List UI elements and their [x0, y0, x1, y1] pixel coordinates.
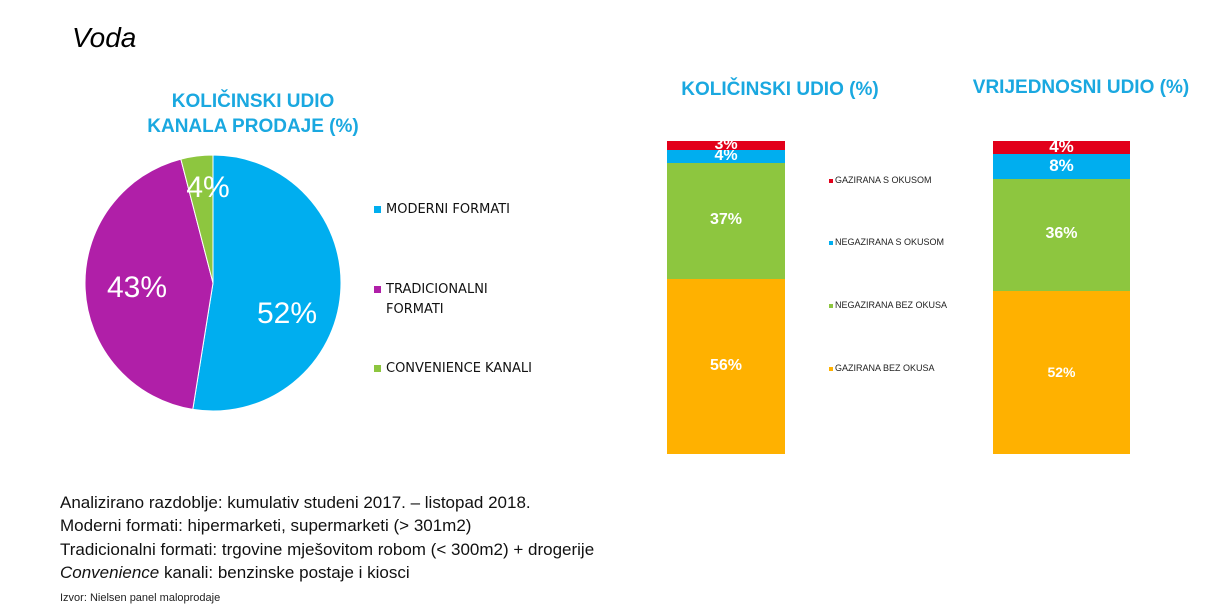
bar-1-segment-4: 3% [667, 136, 785, 153]
bar-2-segment-2: 36% [993, 178, 1130, 292]
pie-legend-line: TRADICIONALNI [386, 282, 488, 297]
bar-2-segment-1: 52% [993, 291, 1130, 454]
page-title: Voda [72, 22, 137, 53]
pie-legend-line: MODERNI FORMATI [386, 202, 511, 217]
bar-chart-2-title: VRIJEDNOSNI UDIO (%) [972, 77, 1190, 98]
pie-title-line-1: KOLIČINSKI UDIO [171, 91, 335, 112]
stacked-bar-2: 52% 36% 8% 4% [993, 137, 1130, 454]
note-traditional: Tradicionalni formati: trgovine mješovit… [60, 540, 595, 559]
bar-chart-1-title: KOLIČINSKI UDIO (%) [681, 79, 879, 100]
note-convenience: Convenience kanali: benzinske postaje i … [60, 563, 410, 583]
bar-legend-swatch-4 [829, 367, 833, 371]
bar-2-data-label-3: 8% [1049, 155, 1074, 175]
note-convenience-rest: kanali: benzinske postaje i kiosci [159, 563, 410, 582]
bar-2-data-label-2: 36% [1045, 225, 1078, 243]
pie-legend-swatch-2 [374, 286, 381, 293]
pie-chart-title: KOLIČINSKI UDIO KANALA PRODAJE (%) [112, 89, 394, 139]
note-period: Analizirano razdoblje: kumulativ studeni… [60, 493, 531, 512]
bar-legend-label-3: NEGAZIRANA BEZ OKUSA [835, 300, 948, 310]
bar-2-segment-4: 4% [993, 137, 1130, 156]
pie-data-label-2: 43% [107, 271, 167, 304]
bar-1-data-label-3: 4% [714, 147, 738, 165]
pie-legend-label-3: CONVENIENCE KANALI [386, 359, 532, 379]
pie-legend-label-1: MODERNI FORMATI [386, 200, 510, 220]
note-convenience-italic: Convenience [60, 563, 160, 582]
bar-legend-label-4: GAZIRANA BEZ OKUSA [835, 363, 935, 373]
pie-slice-3 [180, 154, 214, 284]
pie-data-label-3: 4% [186, 171, 229, 204]
bar-2-data-label-1: 52% [1047, 364, 1076, 381]
source-note: Izvor: Nielsen panel maloprodaje [60, 592, 221, 604]
stacked-bar-1: 56% 37% 4% 3% [667, 136, 785, 454]
pie-slice-2 [84, 158, 214, 410]
bar-legend-label-1: GAZIRANA S OKUSOM [835, 175, 932, 185]
bar-1-data-label-1: 56% [709, 356, 743, 374]
pie-slice-1 [192, 154, 342, 412]
pie-legend-line: FORMATI [386, 302, 444, 317]
bar-2-segment-3: 8% [993, 153, 1130, 179]
pie-legend-line: CONVENIENCE KANALI [386, 361, 532, 376]
bar-1-segment-2: 37% [667, 162, 785, 279]
pie-legend-swatch-1 [374, 206, 381, 213]
bar-legend-swatch-3 [829, 304, 833, 308]
bar-1-data-label-4: 3% [714, 136, 738, 154]
bar-1-segment-1: 56% [667, 278, 785, 454]
bar-legend-label-2: NEGAZIRANA S OKUSOM [835, 237, 945, 247]
bar-legend-swatch-2 [829, 241, 833, 245]
pie-chart: 52% 43% 4% [84, 154, 342, 412]
pie-data-label-1: 52% [257, 297, 317, 330]
bar-legend-swatch-1 [829, 179, 833, 183]
bar-2-data-label-4: 4% [1049, 137, 1074, 157]
bar-1-segment-3: 4% [667, 147, 785, 165]
bar-1-data-label-2: 37% [709, 211, 743, 229]
pie-legend-label-2: TRADICIONALNI FORMATI [386, 280, 488, 320]
note-modern: Moderni formati: hipermarketi, supermark… [60, 516, 472, 535]
pie-title-line-2: KANALA PRODAJE (%) [147, 116, 359, 137]
pie-legend-swatch-3 [374, 365, 381, 372]
